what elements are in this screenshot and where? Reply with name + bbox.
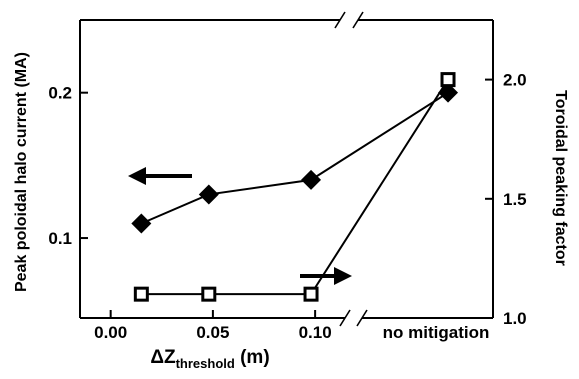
series-2-point [440, 72, 456, 88]
x-axis-label-unit: (m) [235, 347, 270, 368]
y-right-tick-label: 1.5 [503, 190, 527, 209]
series-layer [131, 72, 459, 302]
series-1-point [198, 184, 219, 205]
x-tick-label: 0.05 [196, 323, 229, 342]
series-1-line [140, 91, 449, 225]
right-axis-arrow [300, 267, 352, 285]
plot-frame [79, 19, 494, 319]
series-2-line [141, 79, 449, 296]
series-2-point [303, 286, 319, 302]
series-2-point [201, 286, 217, 302]
series-1-point [131, 213, 152, 234]
y-right-tick-label: 2.0 [503, 71, 527, 90]
series-1-point [301, 169, 322, 190]
y-left-label: Peak poloidal halo current (MA) [13, 52, 30, 292]
y-left-tick-label: 0.1 [48, 229, 72, 248]
x-axis-label-main: ΔZ [150, 347, 176, 368]
x-axis-label: ΔZthreshold (m) [150, 347, 269, 371]
y-left-tick-label: 0.2 [48, 84, 72, 103]
series-2-point [133, 286, 149, 302]
y-right-tick-label: 1.0 [503, 309, 527, 328]
left-axis-arrow [128, 167, 192, 185]
axis-break-top [334, 11, 364, 29]
ticks: 0.00 0.05 0.10 no mitigation 0.1 0.2 1.0 1.5 2.0 [48, 71, 526, 342]
x-tick-label-no-mitigation: no mitigation [383, 323, 490, 342]
x-tick-label: 0.10 [299, 323, 332, 342]
axis-break-bottom [339, 309, 368, 327]
x-tick-label: 0.00 [94, 323, 127, 342]
x-axis-label-sub: threshold [176, 356, 235, 371]
y-right-label: Toroidal peaking factor [552, 90, 569, 266]
